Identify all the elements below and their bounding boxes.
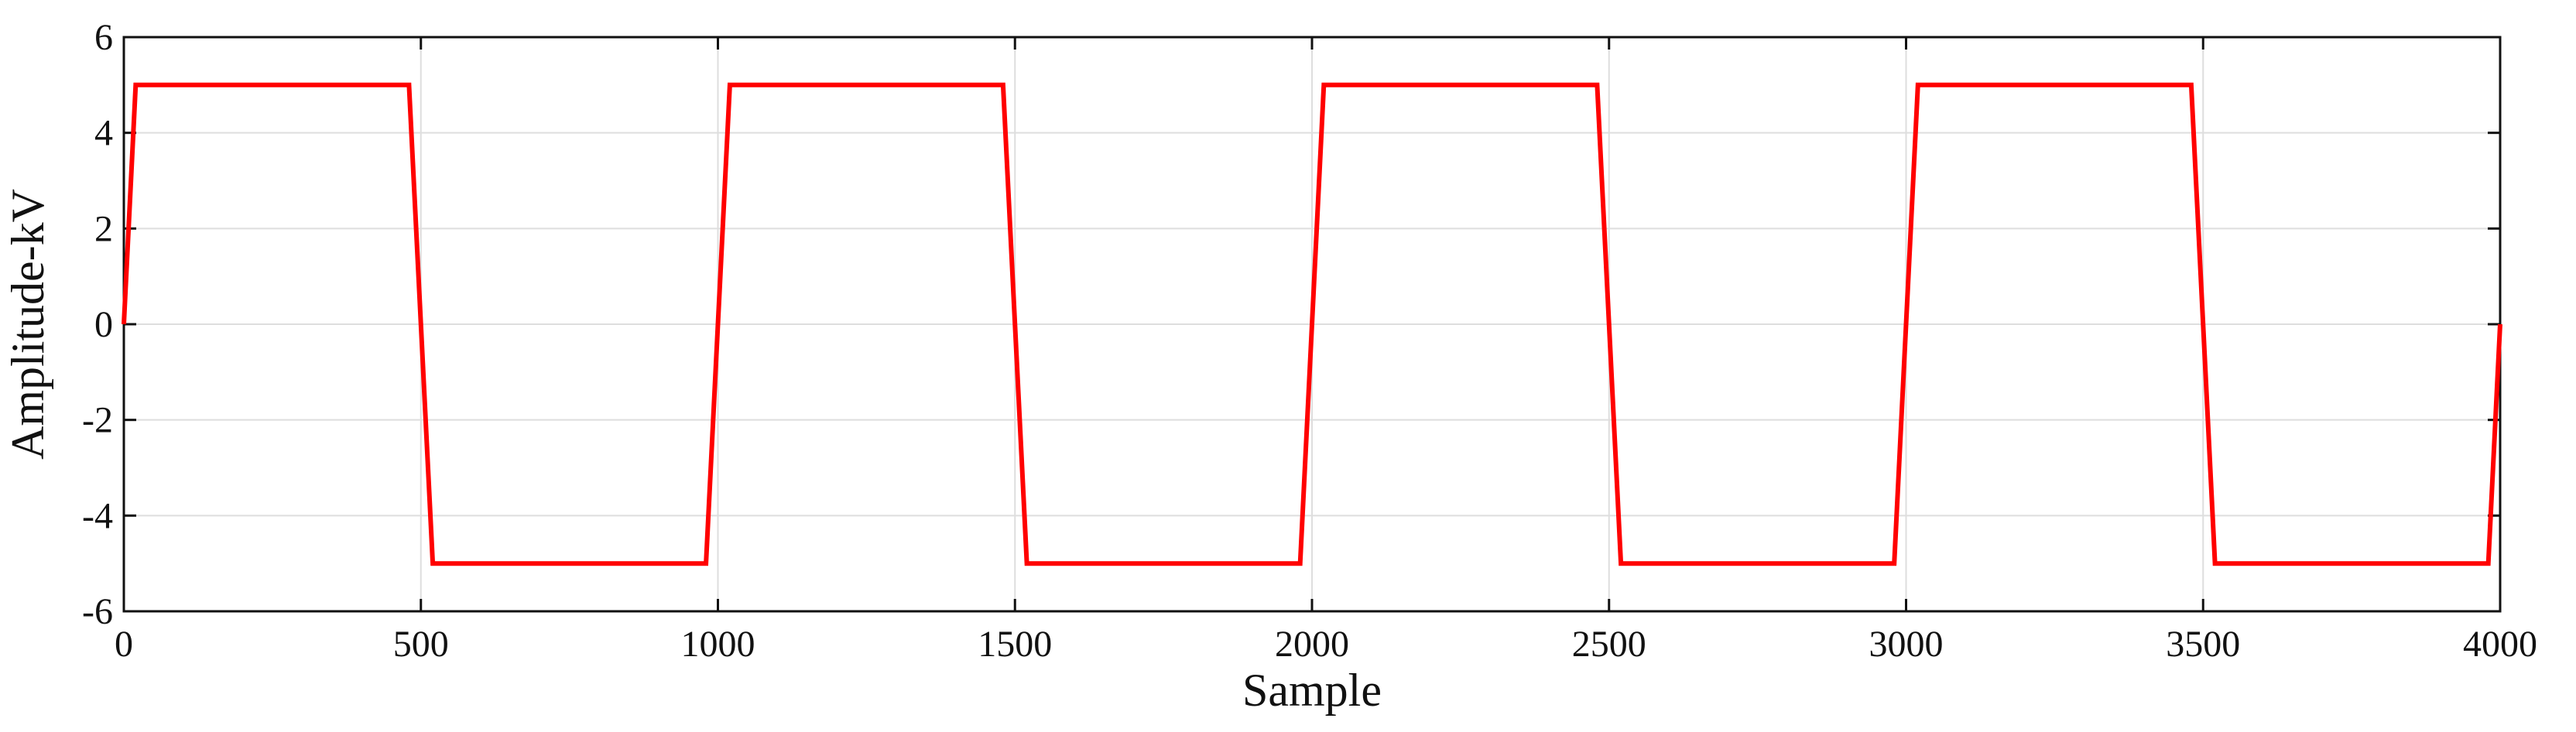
y-tick-label: -2 [82,400,113,441]
axis-ticks [122,36,2502,613]
y-tick-label: -4 [82,495,113,536]
x-tick-label: 4000 [2463,624,2537,665]
x-tick-label: 2500 [1572,624,1646,665]
x-tick-label: 1000 [681,624,755,665]
y-tick-label: 0 [94,304,113,345]
y-tick-label: 6 [94,17,113,58]
y-axis-label: Amplitude-kV [2,189,53,460]
x-tick-label: 2000 [1275,624,1349,665]
x-tick-label: 1500 [978,624,1052,665]
y-tick-label: 2 [94,208,113,249]
x-tick-label: 3500 [2166,624,2240,665]
x-tick-label: 3000 [1869,624,1944,665]
y-tick-label: -6 [82,591,113,632]
x-axis-label: Sample [1242,665,1382,716]
series-line-0 [122,82,2502,566]
x-tick-labels: 0 500 1000 1500 2000 2500 3000 3500 4000 [115,624,2537,665]
y-tick-label: 4 [94,113,113,154]
x-tick-label: 500 [393,624,449,665]
series-layer [122,82,2502,566]
y-tick-labels: -6 -4 -2 0 2 4 6 [82,17,113,632]
x-tick-label: 0 [115,624,133,665]
